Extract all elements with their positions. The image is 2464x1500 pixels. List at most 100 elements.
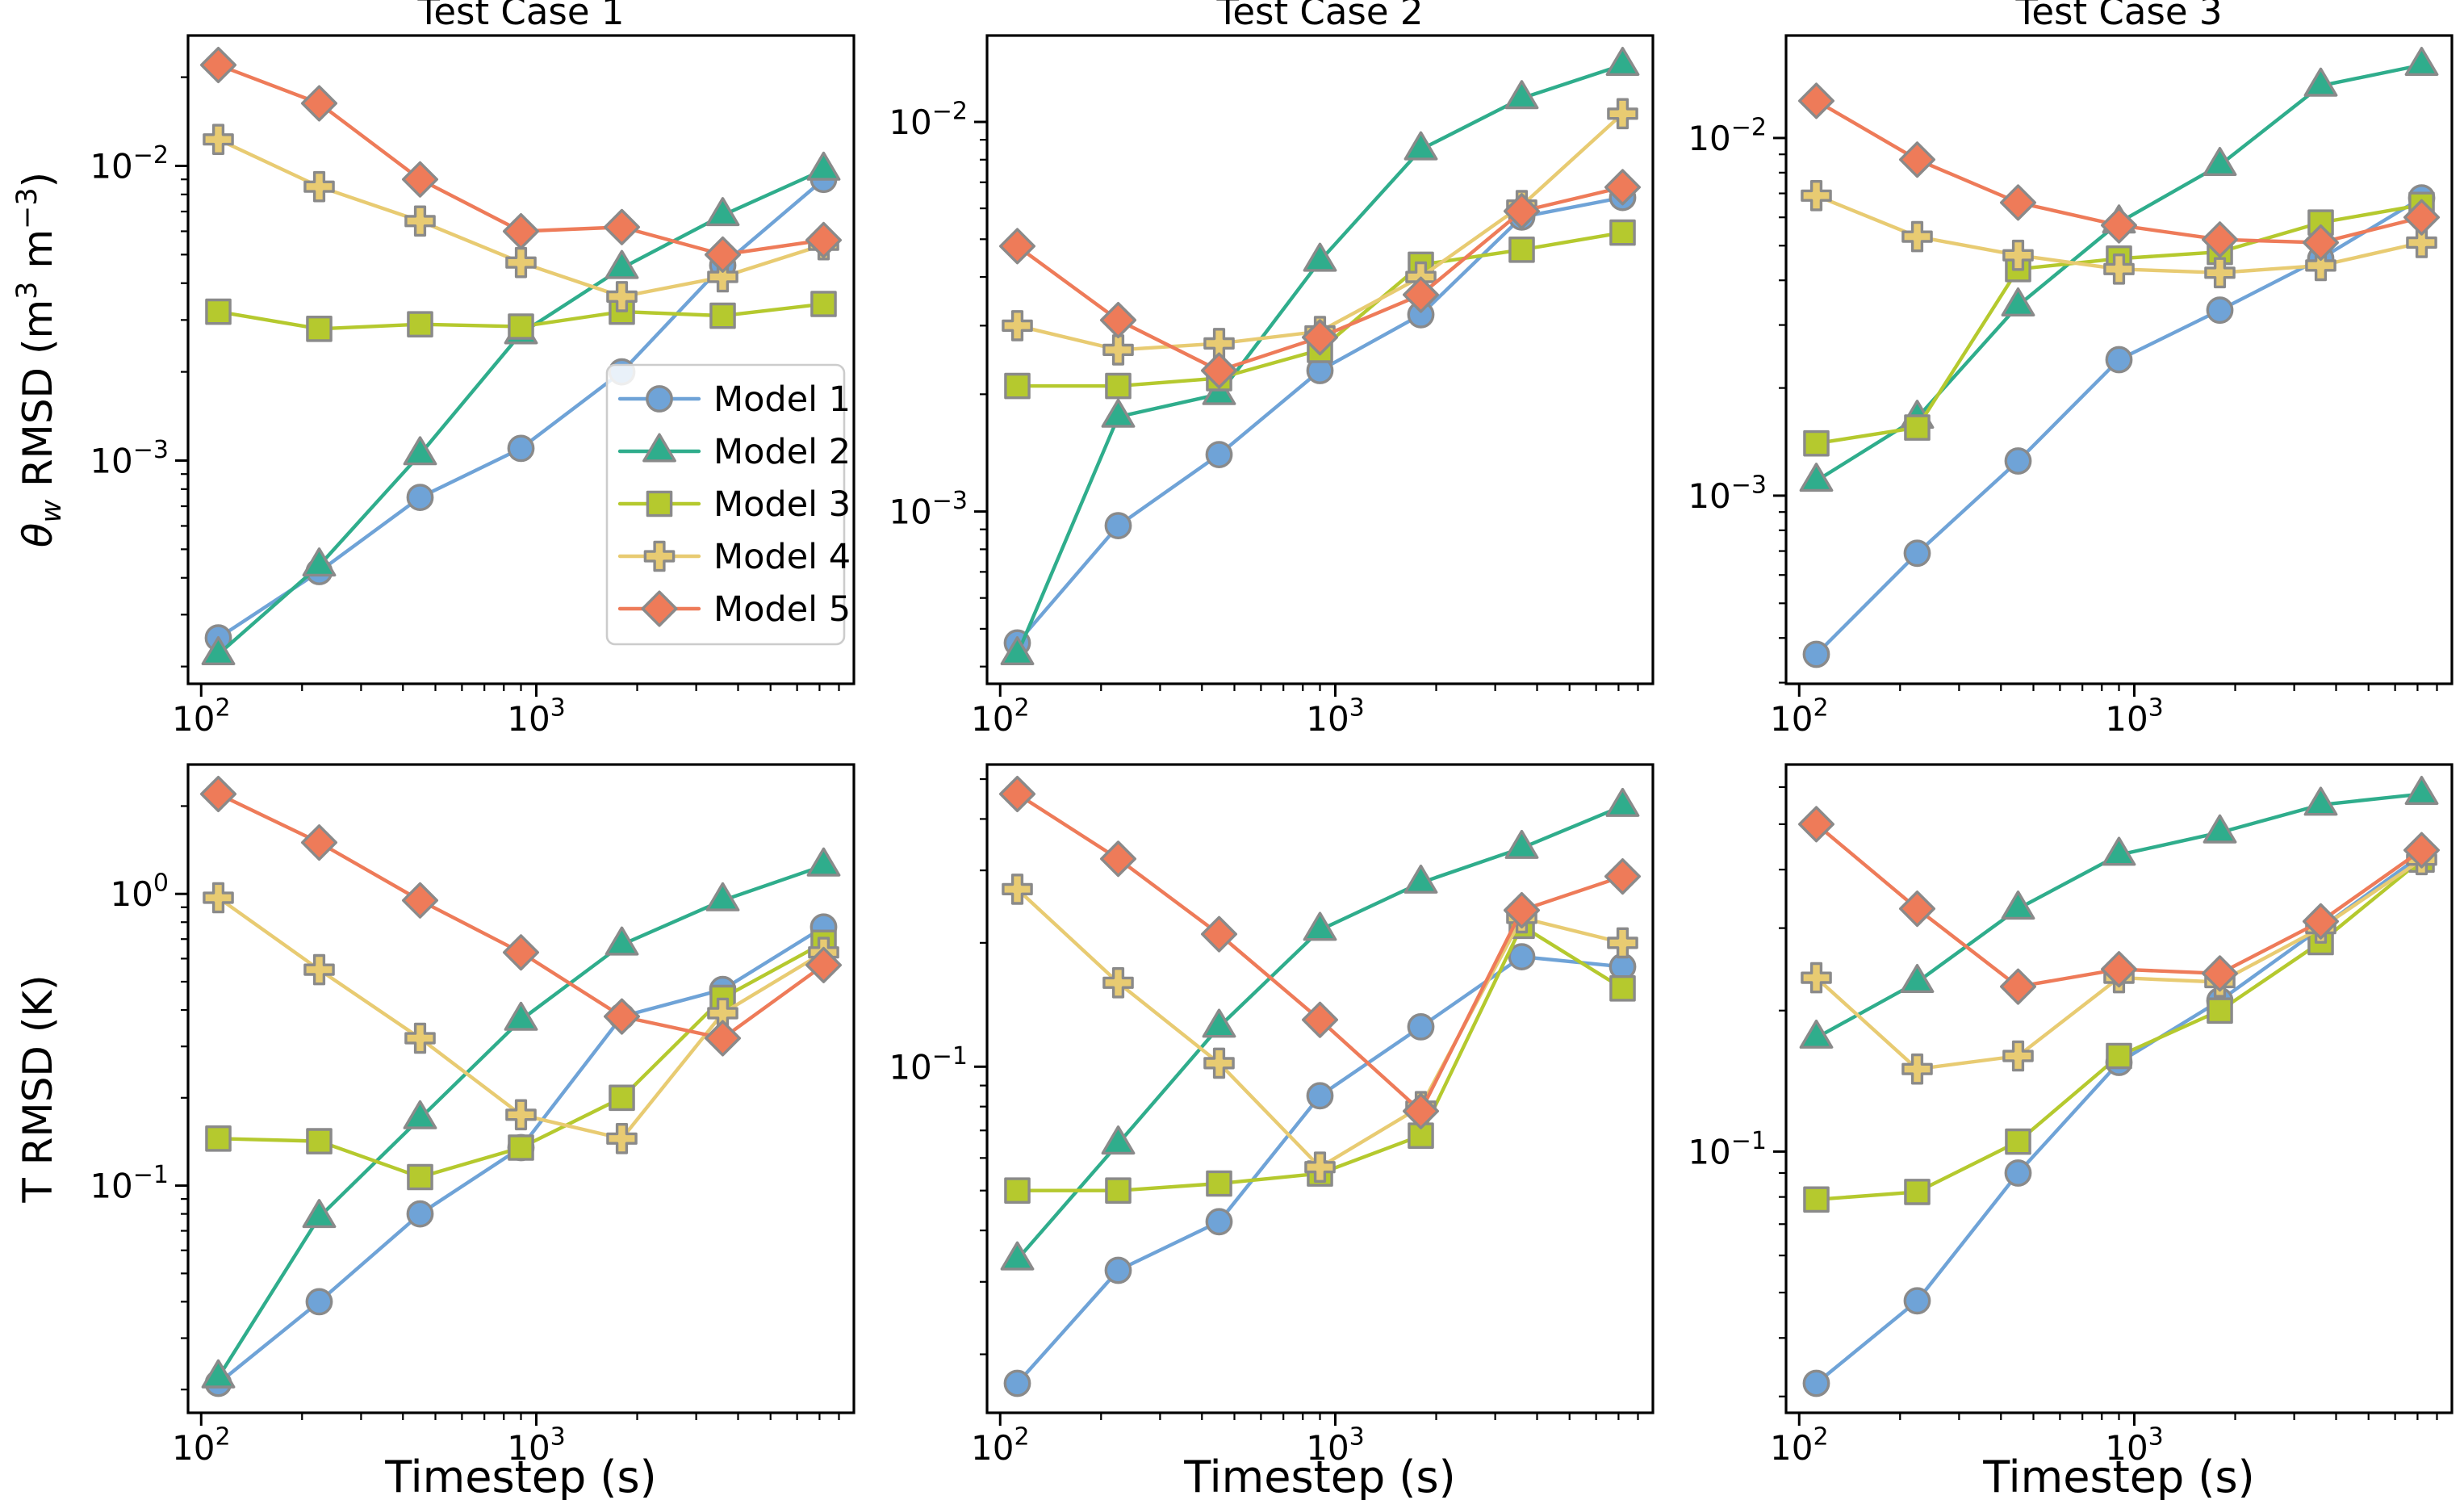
marker-plus-icon xyxy=(1304,1151,1336,1183)
marker-diamond-icon xyxy=(641,590,678,627)
marker-triangle-icon xyxy=(2303,67,2338,97)
marker-circle-icon xyxy=(2105,346,2133,374)
marker-diamond-icon xyxy=(402,161,438,198)
marker-circle-icon xyxy=(1508,943,1536,970)
marker-diamond-icon xyxy=(1604,858,1641,895)
marker-plus-icon xyxy=(1203,1047,1235,1079)
marker-triangle-icon xyxy=(201,636,236,665)
y-tick-label: 10−2 xyxy=(1688,113,1767,158)
marker-square-icon xyxy=(508,313,534,340)
marker-triangle-icon xyxy=(1504,80,1539,110)
axes-frame xyxy=(1784,34,2454,685)
marker-triangle-icon xyxy=(1900,964,1935,993)
marker-triangle-icon xyxy=(2404,47,2439,76)
marker-diamond-icon xyxy=(2303,224,2339,261)
marker-circle-icon xyxy=(1205,1208,1233,1236)
marker-diamond-icon xyxy=(1798,82,1834,119)
marker-square-icon xyxy=(1508,236,1535,263)
panel-test-case-2-t-rmsd: 102 103 10−1 Timestep (s) xyxy=(889,763,1655,1500)
x-tick-label: 103 xyxy=(507,694,566,740)
marker-diamond-icon xyxy=(1302,319,1338,356)
marker-diamond-icon xyxy=(503,213,539,249)
panel-test-case-2-theta-w-rmsd: 102 103 10−3 10−2 Test Case 2 xyxy=(889,0,1655,740)
panel-test-case-1-t-rmsd: 102 103 10−1 100 T RMSD (K) Timestep (s) xyxy=(15,763,855,1500)
legend-entry-model-2: Model 2 xyxy=(617,432,851,472)
marker-square-icon xyxy=(2207,997,2233,1024)
marker-square-icon xyxy=(205,298,232,325)
marker-plus-icon xyxy=(1901,220,1933,253)
legend-label: Model 4 xyxy=(713,537,851,577)
marker-diamond-icon xyxy=(1201,916,1237,953)
marker-plus-icon xyxy=(707,997,738,1029)
y-tick-label: 10−2 xyxy=(889,98,968,143)
marker-circle-icon xyxy=(2004,447,2032,475)
y-axis xyxy=(1773,136,1786,684)
y-axis xyxy=(175,76,188,668)
marker-diamond-icon xyxy=(2000,968,2036,1005)
marker-triangle-icon xyxy=(2001,287,2035,316)
marker-plus-icon xyxy=(2204,257,2236,289)
marker-circle-icon xyxy=(1903,539,1931,568)
marker-circle-icon xyxy=(305,1288,333,1316)
marker-square-icon xyxy=(1105,1177,1132,1204)
marker-triangle-icon xyxy=(705,882,740,911)
marker-circle-icon xyxy=(507,434,535,463)
x-tick-label: 102 xyxy=(1770,1423,1829,1469)
marker-plus-icon xyxy=(1801,962,1832,994)
marker-triangle-icon xyxy=(806,847,841,877)
marker-diamond-icon xyxy=(402,882,438,919)
marker-square-icon xyxy=(205,1125,232,1152)
marker-plus-icon xyxy=(505,1099,537,1131)
y-tick-label: 10−3 xyxy=(1688,471,1767,516)
series-model-5 xyxy=(1798,806,2440,1005)
marker-triangle-icon xyxy=(201,1359,236,1389)
marker-triangle-icon xyxy=(1303,242,1337,272)
legend-label: Model 2 xyxy=(713,432,851,472)
panel-title: Test Case 2 xyxy=(1216,0,1424,33)
marker-diamond-icon xyxy=(200,47,236,83)
y-axis xyxy=(175,805,188,1391)
x-tick-label: 103 xyxy=(1306,694,1365,740)
marker-triangle-icon xyxy=(1605,47,1640,76)
y-tick-label: 10−3 xyxy=(889,487,968,532)
marker-triangle-icon xyxy=(642,433,676,463)
series-model-3 xyxy=(205,291,837,342)
marker-triangle-icon xyxy=(1799,1019,1834,1049)
marker-diamond-icon xyxy=(1403,276,1439,313)
axes-frame xyxy=(186,763,855,1414)
x-tick-label: 102 xyxy=(172,1423,231,1469)
marker-triangle-icon xyxy=(1202,1008,1236,1038)
series-model-5 xyxy=(999,169,1641,389)
marker-circle-icon xyxy=(1104,1256,1132,1284)
marker-plus-icon xyxy=(606,281,638,312)
marker-square-icon xyxy=(646,490,673,517)
series-model-5 xyxy=(200,776,842,1057)
x-tick-label: 102 xyxy=(172,694,231,740)
series-model-2 xyxy=(1000,47,1640,665)
marker-circle-icon xyxy=(406,1200,434,1228)
marker-triangle-icon xyxy=(1303,911,1337,941)
marker-triangle-icon xyxy=(604,249,639,279)
x-tick-label: 103 xyxy=(2105,1423,2164,1469)
x-axis xyxy=(1797,684,2438,697)
legend-entry-model-5: Model 5 xyxy=(617,589,851,630)
x-tick-label: 103 xyxy=(1306,1423,1365,1469)
series-model-5 xyxy=(200,47,842,273)
marker-diamond-icon xyxy=(1899,141,1935,178)
marker-triangle-icon xyxy=(2404,776,2439,805)
marker-triangle-icon xyxy=(705,197,740,227)
marker-square-icon xyxy=(508,1134,534,1161)
y-tick-label: 10−3 xyxy=(90,436,169,481)
marker-circle-icon xyxy=(1003,1369,1031,1397)
panel-test-case-3-t-rmsd: 102 103 10−1 Timestep (s) xyxy=(1688,763,2454,1500)
marker-triangle-icon xyxy=(1404,131,1438,161)
legend-entry-model-1: Model 1 xyxy=(617,379,851,420)
marker-circle-icon xyxy=(646,385,673,413)
marker-triangle-icon xyxy=(1000,1241,1035,1271)
marker-circle-icon xyxy=(406,484,434,511)
marker-square-icon xyxy=(2005,1128,2031,1155)
axes-frame xyxy=(985,763,1655,1414)
y-tick-label: 10−1 xyxy=(889,1042,968,1087)
marker-diamond-icon xyxy=(1302,1001,1338,1038)
